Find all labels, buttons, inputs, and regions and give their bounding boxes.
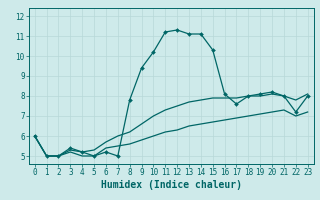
X-axis label: Humidex (Indice chaleur): Humidex (Indice chaleur) [101, 180, 242, 190]
